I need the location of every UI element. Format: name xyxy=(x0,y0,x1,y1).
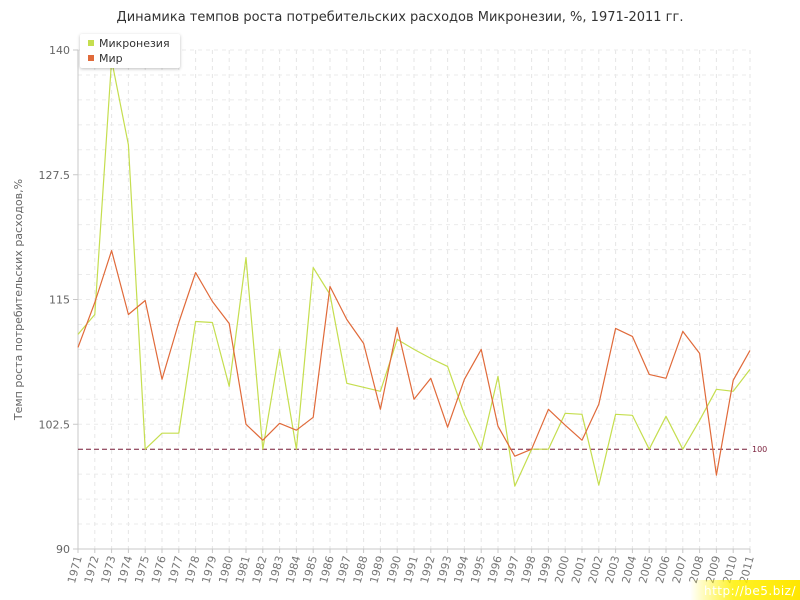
chart-title: Динамика темпов роста потребительских ра… xyxy=(116,10,684,25)
legend-item-micronesia[interactable]: Микронезия xyxy=(88,37,170,51)
watermark[interactable]: http://be5.biz/ xyxy=(690,580,800,600)
y-tick-label: 140 xyxy=(49,44,70,57)
y-tick-label: 115 xyxy=(49,294,70,307)
reference-line: 100 xyxy=(78,445,767,454)
y-tick-label: 90 xyxy=(56,543,70,556)
axes xyxy=(73,49,751,553)
legend-label: Микронезия xyxy=(99,37,170,50)
grid xyxy=(77,49,751,550)
legend-swatch xyxy=(88,40,94,46)
watermark-text: http://be5.biz/ xyxy=(703,584,796,598)
y-axis-label: Темп роста потребительских расходов,% xyxy=(12,179,25,421)
legend: Микронезия Мир xyxy=(80,34,180,68)
legend-item-world[interactable]: Мир xyxy=(88,52,123,66)
legend-swatch xyxy=(88,55,94,61)
reference-line-label: 100 xyxy=(752,445,767,454)
series-line-world xyxy=(77,250,751,476)
series-line-micronesia xyxy=(77,59,751,487)
y-tick-label: 127.5 xyxy=(39,169,71,182)
y-tick-label: 102.5 xyxy=(39,418,71,431)
series-lines xyxy=(77,59,751,487)
legend-label: Мир xyxy=(99,52,123,65)
